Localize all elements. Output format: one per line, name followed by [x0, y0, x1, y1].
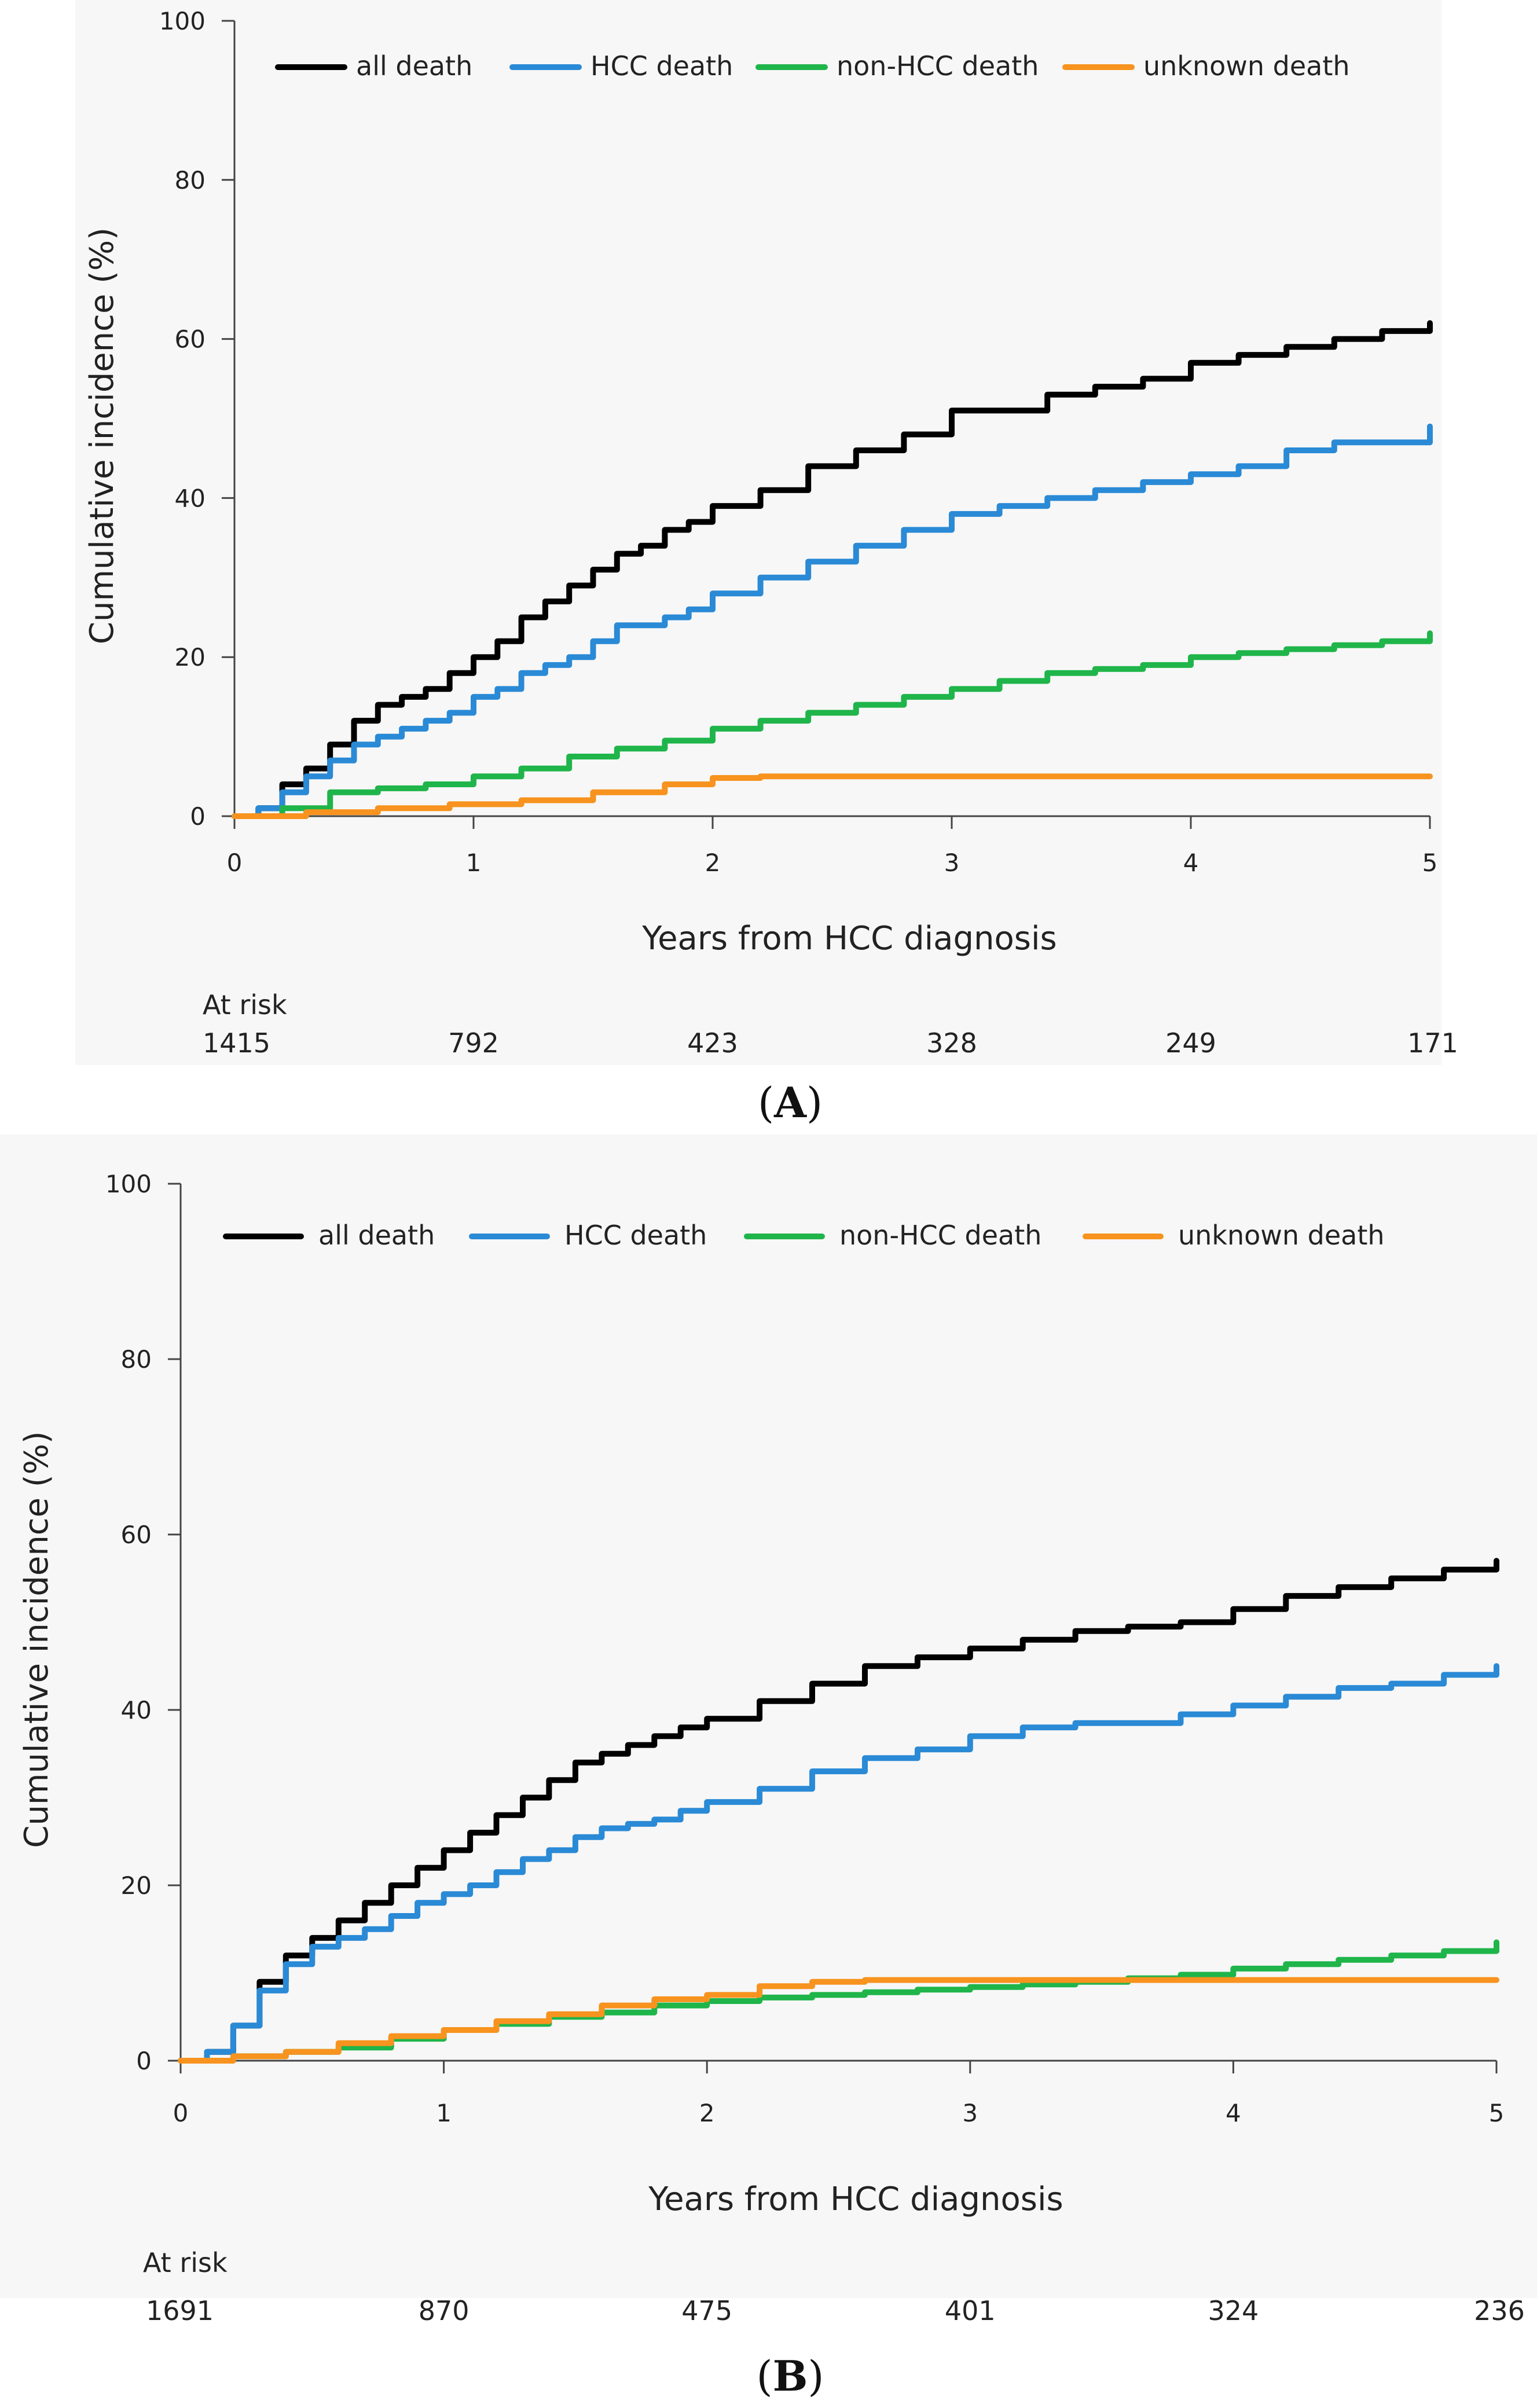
panel-a-x-axis-title: Years from HCC diagnosis	[641, 920, 1057, 957]
panel-a-y-tick-label: 40	[175, 484, 206, 512]
panel-a-y-axis-title: Cumulative incidence (%)	[83, 227, 121, 644]
panel-a-background	[75, 0, 1441, 1065]
panel-a-at-risk-label: At risk	[203, 989, 287, 1021]
panel-b-legend-label-hcc-death: HCC death	[564, 1220, 707, 1251]
panel-b-series-unknown-death	[178, 1977, 1499, 2064]
panel-a-legend-label-unknown-death: unknown death	[1143, 50, 1350, 82]
panel-b-y-tick-label: 100	[105, 1170, 152, 1198]
panel-a-series-unknown-death	[232, 773, 1433, 819]
panel-b-x-tick-label: 4	[1226, 2099, 1241, 2127]
panel-b-at-risk-value: 324	[1208, 2295, 1259, 2326]
panel-a-at-risk-value: 423	[687, 1027, 738, 1059]
panel-b-panel-letter: (B)	[756, 2351, 824, 2400]
panel-a-at-risk-value: 249	[1165, 1027, 1216, 1059]
panel-b-x-tick-label: 3	[962, 2099, 978, 2127]
panel-a-y-tick-label: 80	[175, 166, 206, 194]
panel-b-y-tick-label: 0	[136, 2047, 152, 2075]
panel-b-x-axis-title: Years from HCC diagnosis	[648, 2181, 1063, 2218]
panel-a-x-tick-label: 2	[705, 849, 721, 877]
panel-b-y-axis-title: Cumulative incidence (%)	[18, 1431, 56, 1848]
panel-a-at-risk-value: 328	[926, 1027, 977, 1059]
panel-a-x-tick-label: 0	[227, 849, 243, 877]
panel-a-y-tick-label: 0	[190, 802, 206, 831]
panel-a-y-tick-label: 20	[175, 643, 206, 671]
panel-a-y-tick-label: 100	[159, 7, 206, 35]
panel-a-panel-letter: (A)	[758, 1078, 823, 1127]
panel-b-at-risk-value: 236	[1474, 2295, 1525, 2326]
panel-b-series-hcc-death	[178, 1663, 1499, 2064]
panel-a-legend-label-all-death: all death	[356, 50, 472, 82]
panel-a-at-risk-value: 171	[1407, 1027, 1458, 1059]
panel-b-x-tick-label: 2	[699, 2099, 715, 2127]
panel-a-legend-label-non-hcc-death: non-HCC death	[837, 50, 1039, 82]
panel-b-background	[0, 1135, 1537, 2298]
panel-b-at-risk-value: 1691	[146, 2295, 214, 2326]
panel-a-at-risk-value: 792	[448, 1027, 499, 1059]
panel-b-series-all-death	[178, 1558, 1499, 2064]
panel-b-at-risk-label: At risk	[143, 2247, 228, 2278]
panel-b-x-tick-label: 0	[173, 2099, 189, 2127]
panel-b-at-risk-value: 401	[945, 2295, 996, 2326]
panel-a-at-risk-value: 1415	[203, 1027, 270, 1059]
panel-b-y-tick-label: 80	[121, 1345, 152, 1374]
panel-b-x-tick-label: 5	[1489, 2099, 1505, 2127]
panel-b-chart: 0 20 40 60 80 100 0 1 2 3 4 5 Years from HCC diagnos…	[18, 1170, 1525, 2400]
panel-b-x-tick-label: 1	[436, 2099, 452, 2127]
panel-a-series-all-death	[232, 320, 1433, 819]
panel-a-legend-label-hcc-death: HCC death	[590, 50, 733, 82]
panel-a-x-tick-label: 1	[466, 849, 482, 877]
panel-b-y-tick-label: 60	[121, 1521, 152, 1549]
panel-b-y-tick-label: 20	[121, 1871, 152, 1900]
panel-a-series-hcc-death	[232, 423, 1433, 819]
panel-b-legend-label-unknown-death: unknown death	[1178, 1220, 1385, 1251]
panel-b-y-tick-label: 40	[121, 1696, 152, 1724]
panel-b-at-risk-value: 475	[681, 2295, 732, 2326]
panel-a-chart: 0 20 40 60 80 100 0 1 2 3 4 5 Years from HCC diagnos…	[83, 7, 1458, 1127]
panel-b-legend-label-non-hcc-death: non-HCC death	[839, 1220, 1041, 1251]
panel-a-x-tick-label: 4	[1183, 849, 1199, 877]
panel-a-x-tick-label: 5	[1422, 849, 1438, 877]
panel-b-legend-label-all-death: all death	[318, 1220, 435, 1251]
panel-a-x-tick-label: 3	[944, 849, 960, 877]
panel-b-at-risk-value: 870	[419, 2295, 469, 2326]
panel-a-series-non-hcc-death	[232, 630, 1433, 819]
panel-a-y-tick-label: 60	[175, 325, 206, 354]
